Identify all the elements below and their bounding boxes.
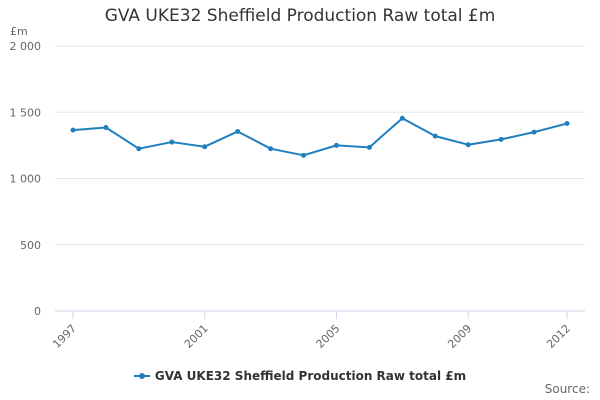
data-point [301,152,307,158]
y-tick-label: 500 [20,239,41,252]
data-point [70,127,76,133]
data-point [103,124,109,130]
x-tick-label: 2012 [544,322,573,351]
source-label: Source: [544,382,590,396]
x-axis-tick-labels: 1997 2001 2005 2009 2012 [50,311,573,351]
data-point [432,133,438,139]
data-point [465,142,471,148]
x-tick-label: 1997 [50,322,79,351]
data-point [136,146,142,152]
data-point [333,142,339,148]
data-point [268,146,274,152]
x-tick-label: 2005 [314,322,343,351]
y-tick-label: 2 000 [10,40,42,53]
y-tick-label: 1 000 [10,173,42,186]
data-point [531,129,537,135]
x-tick-label: 2009 [445,322,474,351]
legend-label: GVA UKE32 Sheffield Production Raw total… [154,369,467,383]
y-tick-label: 0 [34,305,41,318]
data-point [366,144,372,150]
legend: GVA UKE32 Sheffield Production Raw total… [0,366,600,383]
data-point [399,115,405,121]
series-line [72,117,568,157]
data-point [564,121,570,127]
data-point [202,144,208,150]
y-tick-label: 1 500 [10,106,42,119]
x-tick-label: 2001 [182,322,211,351]
legend-marker-icon [133,373,150,379]
series-layer [70,115,570,158]
data-point [169,139,175,145]
chart-title: GVA UKE32 Sheffield Production Raw total… [104,6,496,26]
y-axis-tick-labels: 0 500 1 000 1 500 2 000 [10,40,42,318]
data-point [235,128,241,134]
data-point [498,136,504,142]
grid-lines [55,45,585,246]
legend-item[interactable]: GVA UKE32 Sheffield Production Raw total… [133,369,467,383]
y-axis-unit-label: £m [10,25,28,38]
